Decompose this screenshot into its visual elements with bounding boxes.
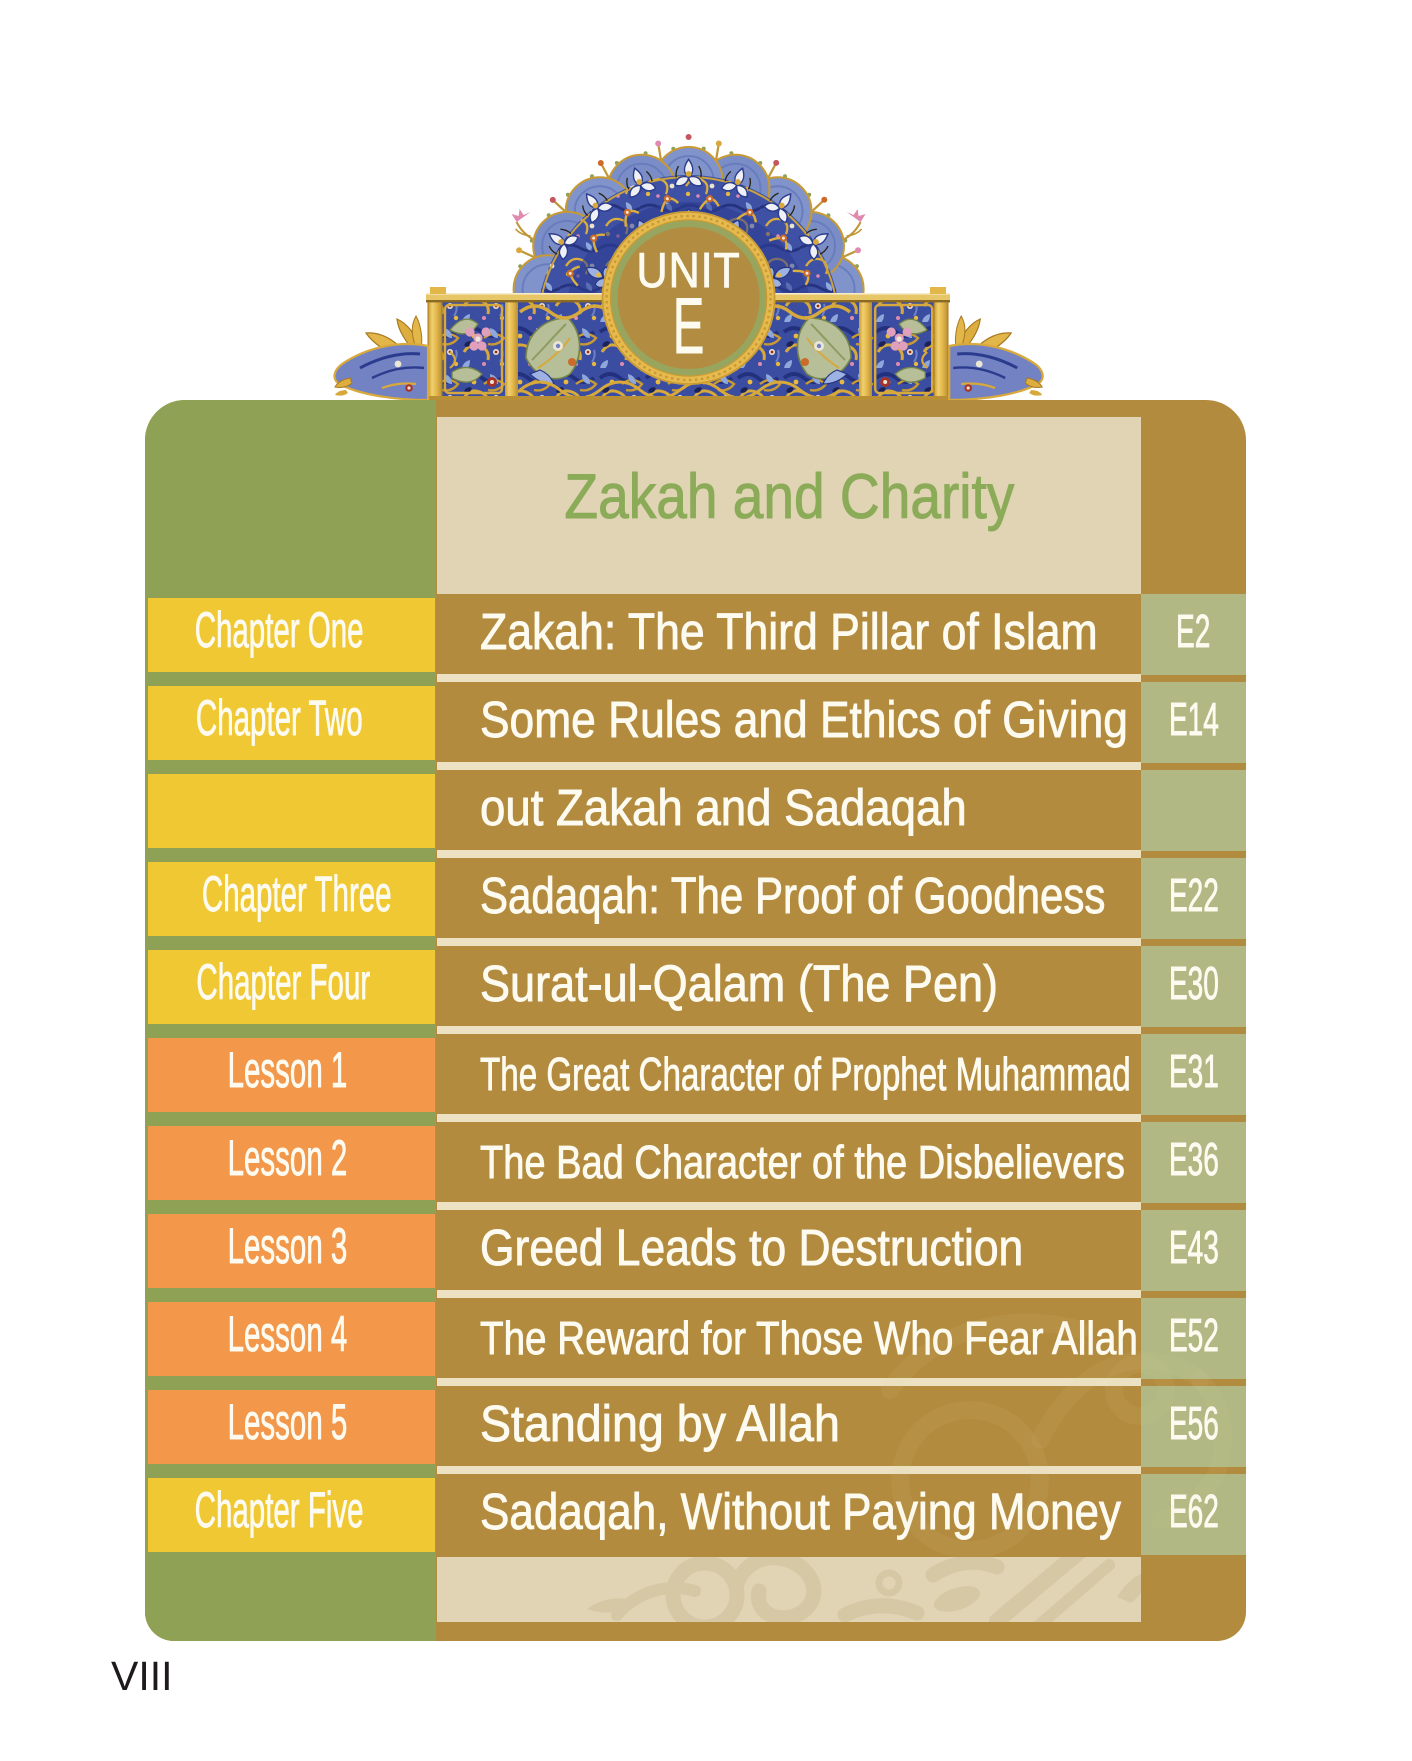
svg-text:E: E (673, 281, 705, 370)
svg-text:UNIT: UNIT (637, 242, 741, 297)
